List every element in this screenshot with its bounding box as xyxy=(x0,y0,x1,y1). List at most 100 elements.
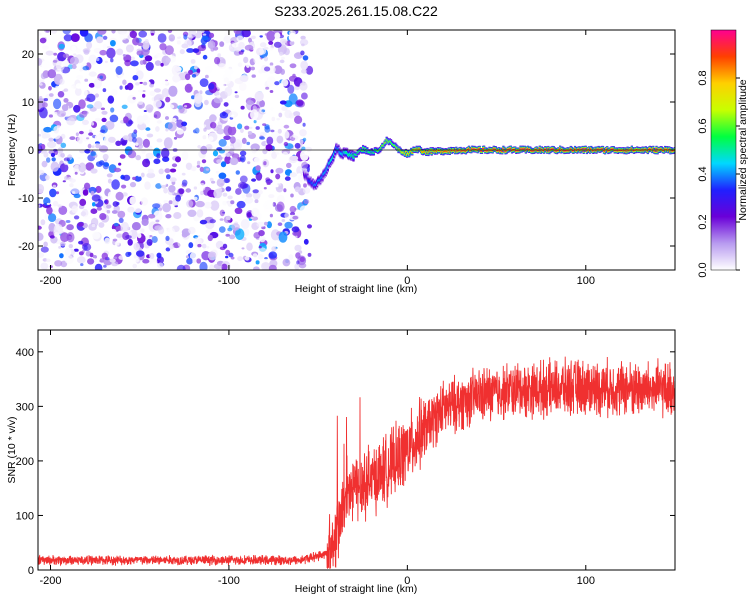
noise-blob xyxy=(281,56,285,60)
noise-blob xyxy=(234,207,243,214)
snr-frame xyxy=(37,329,676,571)
noise-blob xyxy=(88,82,95,88)
noise-blob xyxy=(131,56,135,61)
noise-blob xyxy=(307,224,312,229)
noise-blob xyxy=(61,104,69,112)
noise-blob xyxy=(294,115,303,125)
noise-blob xyxy=(221,263,228,270)
noise-blob xyxy=(258,245,262,249)
noise-blob xyxy=(115,140,122,146)
noise-blob xyxy=(88,71,97,77)
noise-blob xyxy=(171,117,177,122)
noise-blob xyxy=(115,191,124,201)
noise-blob xyxy=(178,105,185,114)
noise-blob xyxy=(296,169,301,174)
noise-blob xyxy=(201,159,207,164)
noise-blob xyxy=(288,32,297,42)
noise-blob xyxy=(275,92,282,98)
noise-blob xyxy=(269,213,273,218)
signal-segment xyxy=(621,150,624,151)
noise-blob xyxy=(148,33,152,36)
noise-blob xyxy=(230,200,235,205)
noise-blob xyxy=(268,40,274,45)
noise-blob xyxy=(196,258,202,264)
noise-blob xyxy=(122,174,131,181)
noise-blob xyxy=(57,91,65,98)
noise-blob xyxy=(145,127,151,131)
noise-blob xyxy=(102,153,109,160)
noise-blob xyxy=(76,74,84,80)
noise-blob xyxy=(299,82,308,91)
noise-blob xyxy=(289,135,299,141)
snr-y-label: SNR (10 * v/v) xyxy=(6,416,18,483)
noise-blob xyxy=(162,80,169,85)
noise-blob xyxy=(135,154,141,161)
noise-blob xyxy=(154,249,158,254)
spectrogram-y-tick-label: 20 xyxy=(22,49,34,61)
noise-blob xyxy=(40,262,49,270)
noise-blob xyxy=(169,168,177,173)
noise-blob xyxy=(86,137,90,140)
noise-blob xyxy=(84,78,89,82)
noise-blob xyxy=(305,65,314,75)
noise-blob xyxy=(300,50,305,56)
noise-blob xyxy=(149,83,154,88)
snr-y-tick-label: 200 xyxy=(16,456,34,468)
noise-blob xyxy=(216,178,225,187)
noise-blob xyxy=(165,247,171,252)
colorbar-tick-label: 0.4 xyxy=(697,166,709,181)
noise-blob xyxy=(105,120,115,130)
noise-blob xyxy=(120,221,129,233)
noise-blob xyxy=(77,222,84,227)
noise-blob xyxy=(244,256,250,261)
noise-blob xyxy=(228,252,234,258)
noise-blob xyxy=(38,225,42,230)
noise-blob xyxy=(92,202,96,207)
noise-blob xyxy=(64,176,68,181)
noise-blob xyxy=(176,264,186,270)
noise-blob xyxy=(228,121,237,128)
noise-blob xyxy=(215,170,220,174)
spectrogram-x-tick-label: 100 xyxy=(577,275,595,287)
noise-blob xyxy=(38,133,42,137)
spectrogram-x-ticks: -200 -100 0 100 xyxy=(39,30,595,287)
noise-blob xyxy=(224,86,233,97)
noise-blob xyxy=(88,129,93,133)
noise-blob xyxy=(40,219,46,226)
noise-blob xyxy=(277,128,282,134)
noise-blob xyxy=(176,40,181,45)
snr-panel: -200 -100 0 100 0 100 200 300 400 Height of str… xyxy=(6,329,676,595)
noise-blob xyxy=(189,251,197,261)
noise-blob xyxy=(240,74,249,83)
noise-blob xyxy=(60,142,67,148)
noise-blob xyxy=(278,231,288,243)
noise-blob xyxy=(52,60,58,63)
noise-blob xyxy=(42,133,51,139)
noise-blob xyxy=(114,241,120,246)
noise-blob xyxy=(217,53,222,58)
noise-blob xyxy=(48,114,54,118)
noise-blob xyxy=(259,235,266,243)
noise-blob xyxy=(212,150,219,157)
noise-blob xyxy=(67,176,73,181)
noise-blob xyxy=(177,238,187,248)
noise-blob xyxy=(42,102,48,108)
signal-segment xyxy=(515,150,518,152)
noise-blob xyxy=(213,188,223,199)
noise-blob xyxy=(155,219,160,223)
noise-blob xyxy=(136,115,144,125)
noise-blob xyxy=(176,119,184,128)
noise-blob xyxy=(152,203,161,209)
noise-blob xyxy=(273,41,282,48)
noise-blob xyxy=(146,172,156,179)
signal-segment xyxy=(530,150,533,151)
noise-blob xyxy=(113,222,119,227)
noise-blob xyxy=(158,168,164,175)
noise-blob xyxy=(250,35,256,40)
noise-blob xyxy=(164,45,174,56)
noise-blob xyxy=(202,135,207,140)
noise-blob xyxy=(188,69,193,75)
noise-blob xyxy=(235,228,245,240)
noise-blob xyxy=(240,128,244,133)
